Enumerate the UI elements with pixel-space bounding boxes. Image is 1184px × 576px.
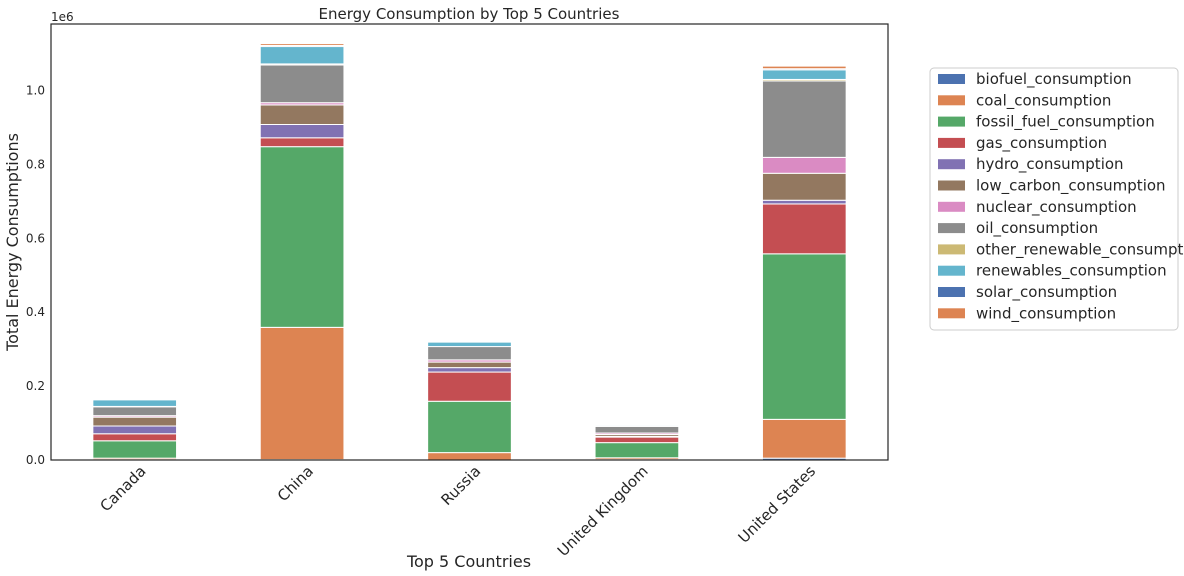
legend-entry-label: oil_consumption [976, 219, 1098, 238]
bar-segment-fossil-fuel-consumption [427, 400, 512, 454]
bar-segment-nuclear-consumption [761, 156, 847, 174]
plot-area-frame [50, 23, 889, 461]
y-tick-label: 0.8 [26, 157, 45, 171]
legend-entry-label: fossil_fuel_consumption [976, 113, 1155, 132]
legend-entry-label: other_renewable_consumption [976, 240, 1184, 259]
y-axis-label: Total Energy Consumptions [3, 133, 22, 352]
bar-segment-oil-consumption [594, 425, 680, 434]
bar-segment-low-carbon-consumption [92, 416, 178, 427]
y-tick-label: 1.0 [26, 84, 45, 98]
bar-segment-coal-consumption [427, 452, 512, 461]
bar-segment-renewables-consumption [92, 399, 178, 407]
bar-segment-fossil-fuel-consumption [594, 442, 680, 459]
bar-segment-low-carbon-consumption [259, 104, 345, 125]
bar-segment-wind-consumption [259, 43, 345, 46]
bar-segment-hydro-consumption [259, 124, 345, 139]
bar-stacks [92, 43, 847, 461]
bar-segment-hydro-consumption [92, 425, 178, 435]
x-axis-ticks: Canada China Russia United Kingdom United St… [96, 462, 819, 560]
bar-segment-gas-consumption [259, 137, 345, 148]
x-tick-label: United States [735, 462, 820, 547]
legend-swatch [938, 95, 965, 106]
bar-segment-renewables-consumption [427, 341, 512, 348]
legend-swatch [938, 180, 965, 191]
legend-swatch [938, 137, 965, 148]
legend-entry-label: coal_consumption [976, 91, 1111, 110]
legend: biofuel_consumption coal_consumptionfossi… [929, 67, 1184, 331]
y-tick-label: 0.6 [26, 231, 45, 245]
bar-segment-wind-consumption [761, 65, 847, 70]
x-tick-label: United Kingdom [554, 462, 652, 560]
legend-entry-label: nuclear_consumption [976, 198, 1137, 217]
bar-segment-renewables-consumption [259, 46, 345, 65]
bar-segment-wind-consumption [594, 423, 680, 426]
bar-segment-fossil-fuel-consumption [259, 146, 345, 328]
y-tick-label: 0.4 [26, 305, 45, 319]
legend-entry-label: gas_consumption [976, 134, 1107, 153]
bar-segment-oil-consumption [427, 346, 512, 361]
bar-segment-low-carbon-consumption [427, 361, 512, 369]
x-tick-label: Canada [96, 462, 149, 515]
bar-segment-fossil-fuel-consumption [761, 253, 847, 420]
legend-entry-label: wind_consumption [976, 304, 1116, 323]
legend-frame [929, 67, 1179, 331]
y-tick-label: 0.0 [26, 453, 45, 467]
legend-swatch [938, 74, 965, 84]
legend-swatch [938, 223, 965, 234]
bar-segment-gas-consumption [427, 371, 512, 402]
legend-swatch [938, 308, 965, 319]
legend-entry-label: renewables_consumption [976, 262, 1167, 281]
bar-segment-oil-consumption [761, 80, 847, 158]
bar-segment-gas-consumption [92, 433, 178, 442]
bar-segment-oil-consumption [259, 64, 345, 104]
chart-title: Energy Consumption by Top 5 Countries [319, 5, 620, 23]
legend-entry-label: solar_consumption [976, 283, 1117, 302]
bar-segment-low-carbon-consumption [761, 172, 847, 201]
x-tick-label: Russia [437, 462, 484, 509]
bar-segment-renewables-consumption [761, 69, 847, 80]
legend-entry-label: hydro_consumption [976, 155, 1124, 174]
legend-swatch [938, 287, 965, 297]
x-axis-label: Top 5 Countries [406, 552, 531, 571]
bar-segment-fossil-fuel-consumption [92, 440, 178, 459]
y-tick-label: 0.2 [26, 379, 45, 393]
legend-swatch [938, 116, 965, 127]
legend-swatch [938, 265, 965, 276]
bar-segment-coal-consumption [259, 326, 345, 461]
legend-swatch [938, 201, 965, 212]
bar-segment-oil-consumption [92, 406, 178, 417]
bar-segment-gas-consumption [594, 436, 680, 444]
x-tick-label: China [274, 462, 317, 505]
y-axis-scale-label: 1e6 [51, 10, 74, 24]
legend-swatch [938, 244, 965, 255]
legend-swatch [938, 159, 965, 170]
bar-segment-gas-consumption [761, 203, 847, 255]
legend-entry-label: biofuel_consumption [976, 70, 1132, 89]
legend-entry-label: low_carbon_consumption [976, 177, 1166, 196]
bar-segment-hydro-consumption [761, 199, 847, 205]
bar-segment-coal-consumption [761, 418, 847, 459]
bar-segment-wind-consumption [92, 398, 178, 401]
y-axis-ticks: 0.0 0.2 0.4 0.6 0.8 1.0 [26, 84, 45, 467]
bar-segment-hydro-consumption [427, 367, 512, 373]
